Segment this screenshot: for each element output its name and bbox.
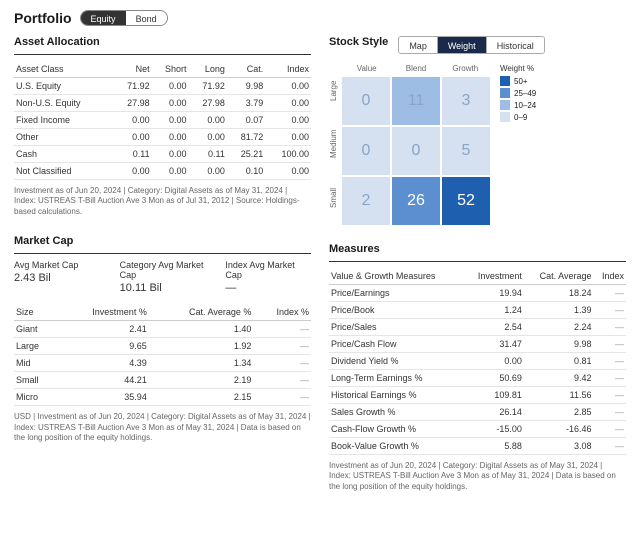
marketcap-table: SizeInvestment %Cat. Average %Index % Gi…: [14, 304, 311, 406]
col-header: Index %: [253, 304, 311, 321]
col-header: Net: [113, 61, 151, 78]
table-row: Historical Earnings %109.8111.56—: [329, 387, 626, 404]
style-cell: 26: [392, 177, 440, 225]
table-row: Price/Earnings19.9418.24—: [329, 285, 626, 302]
col-header: Long: [189, 61, 227, 78]
asset-allocation-section: Asset Allocation Asset ClassNetShortLong…: [14, 36, 311, 217]
style-box-grid: 011300522652: [342, 77, 490, 225]
style-cell: 11: [392, 77, 440, 125]
table-row: Fixed Income0.000.000.000.070.00: [14, 112, 311, 129]
table-row: Long-Term Earnings %50.699.42—: [329, 370, 626, 387]
section-title: Stock Style: [329, 36, 388, 48]
style-cell: 3: [442, 77, 490, 125]
measures-section: Measures Value & Growth MeasuresInvestme…: [329, 243, 626, 492]
col-header: Index: [594, 268, 626, 285]
col-header: Cat. Average: [524, 268, 594, 285]
col-header: Short: [152, 61, 189, 78]
pill-equity[interactable]: Equity: [81, 11, 126, 25]
style-tab-group: Map Weight Historical: [398, 36, 544, 54]
table-row: Sales Growth %26.142.85—: [329, 404, 626, 421]
market-cap-section: Market Cap Avg Market Cap2.43 Bil Categor…: [14, 235, 311, 443]
legend-item: 25–49: [500, 88, 536, 98]
marketcap-summary: Category Avg Market Cap10.11 Bil: [120, 260, 206, 294]
style-cell: 5: [442, 127, 490, 175]
measures-table: Value & Growth MeasuresInvestmentCat. Av…: [329, 268, 626, 455]
table-row: Dividend Yield %0.000.81—: [329, 353, 626, 370]
legend-item: 0–9: [500, 112, 536, 122]
col-header: Investment: [464, 268, 524, 285]
legend-item: 50+: [500, 76, 536, 86]
allocation-footnote: Investment as of Jun 20, 2024 | Category…: [14, 186, 311, 217]
table-row: Other0.000.000.0081.720.00: [14, 129, 311, 146]
style-cell: 2: [342, 177, 390, 225]
page-title: Portfolio: [14, 10, 72, 26]
tab-weight[interactable]: Weight: [438, 37, 487, 53]
col-header: Size: [14, 304, 57, 321]
col-header: Cat.: [227, 61, 265, 78]
marketcap-summary: Avg Market Cap2.43 Bil: [14, 260, 100, 294]
asset-type-toggle: Equity Bond: [80, 10, 168, 26]
section-title: Market Cap: [14, 235, 311, 247]
table-row: Mid4.391.34—: [14, 355, 311, 372]
pill-bond[interactable]: Bond: [126, 11, 167, 25]
table-row: Price/Cash Flow31.479.98—: [329, 336, 626, 353]
legend-item: 10–24: [500, 100, 536, 110]
style-cell: 0: [342, 127, 390, 175]
col-header: Value & Growth Measures: [329, 268, 464, 285]
table-row: Large9.651.92—: [14, 338, 311, 355]
style-legend: Weight % 50+ 25–49 10–24 0–9: [500, 64, 536, 225]
table-row: Non-U.S. Equity27.980.0027.983.790.00: [14, 95, 311, 112]
marketcap-summary: Index Avg Market Cap—: [225, 260, 311, 294]
tab-historical[interactable]: Historical: [487, 37, 544, 53]
style-cell: 0: [392, 127, 440, 175]
col-header: Asset Class: [14, 61, 113, 78]
col-header: Index: [265, 61, 311, 78]
legend-title: Weight %: [500, 64, 536, 73]
table-row: Micro35.942.15—: [14, 389, 311, 406]
col-header: Investment %: [57, 304, 149, 321]
table-row: Cash0.110.000.1125.21100.00: [14, 146, 311, 163]
table-row: Book-Value Growth %5.883.08—: [329, 438, 626, 455]
table-row: Not Classified0.000.000.000.100.00: [14, 163, 311, 180]
style-cell: 52: [442, 177, 490, 225]
col-header: Cat. Average %: [149, 304, 254, 321]
table-row: Price/Sales2.542.24—: [329, 319, 626, 336]
tab-map[interactable]: Map: [399, 37, 438, 53]
table-row: Cash-Flow Growth %-15.00-16.46—: [329, 421, 626, 438]
marketcap-footnote: USD | Investment as of Jun 20, 2024 | Ca…: [14, 412, 311, 443]
table-row: U.S. Equity71.920.0071.929.980.00: [14, 78, 311, 95]
section-title: Asset Allocation: [14, 36, 311, 48]
table-row: Price/Book1.241.39—: [329, 302, 626, 319]
measures-footnote: Investment as of Jun 20, 2024 | Category…: [329, 461, 626, 492]
table-row: Giant2.411.40—: [14, 321, 311, 338]
table-row: Small44.212.19—: [14, 372, 311, 389]
stock-style-section: Stock Style Map Weight Historical LargeM…: [329, 36, 626, 225]
allocation-table: Asset ClassNetShortLongCat.Index U.S. Eq…: [14, 61, 311, 180]
style-cell: 0: [342, 77, 390, 125]
section-title: Measures: [329, 243, 626, 255]
